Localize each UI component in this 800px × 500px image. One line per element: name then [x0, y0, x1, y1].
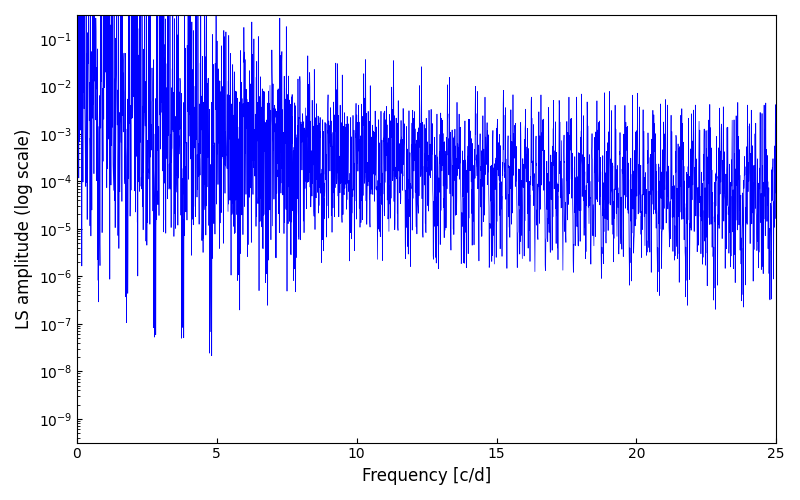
X-axis label: Frequency [c/d]: Frequency [c/d] [362, 467, 491, 485]
Y-axis label: LS amplitude (log scale): LS amplitude (log scale) [15, 128, 33, 329]
